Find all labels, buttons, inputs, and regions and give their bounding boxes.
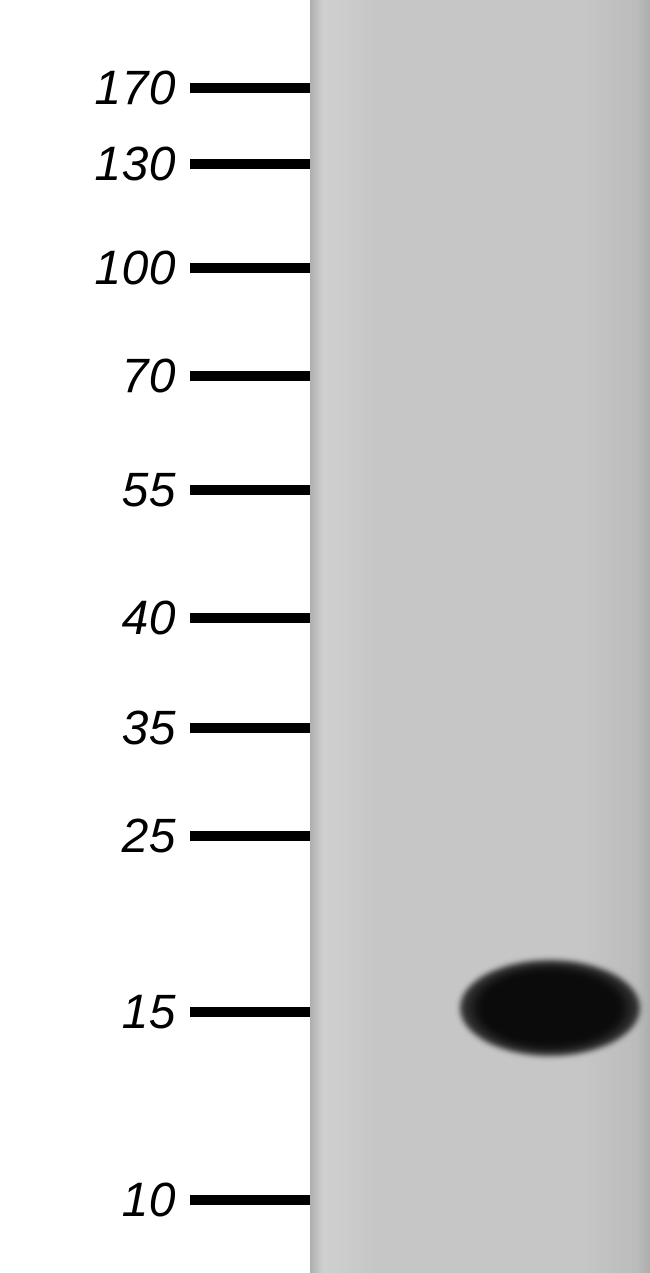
marker-row: 55 [0, 466, 310, 514]
marker-label: 35 [0, 701, 190, 756]
marker-tick [190, 263, 310, 273]
marker-label: 130 [0, 137, 190, 192]
marker-label: 55 [0, 463, 190, 518]
molecular-weight-ladder: 170 130 100 70 55 40 35 25 15 10 [0, 0, 310, 1273]
marker-tick [190, 485, 310, 495]
marker-tick [190, 613, 310, 623]
marker-tick [190, 83, 310, 93]
marker-row: 10 [0, 1176, 310, 1224]
marker-label: 25 [0, 809, 190, 864]
marker-row: 100 [0, 244, 310, 292]
marker-label: 15 [0, 985, 190, 1040]
lane-background [310, 0, 650, 1273]
marker-row: 170 [0, 64, 310, 112]
blot-figure: 170 130 100 70 55 40 35 25 15 10 [0, 0, 650, 1273]
marker-label: 170 [0, 61, 190, 116]
blot-band [460, 960, 640, 1056]
marker-row: 15 [0, 988, 310, 1036]
marker-tick [190, 831, 310, 841]
marker-tick [190, 723, 310, 733]
marker-tick [190, 371, 310, 381]
marker-tick [190, 1007, 310, 1017]
marker-row: 130 [0, 140, 310, 188]
marker-row: 40 [0, 594, 310, 642]
marker-label: 70 [0, 349, 190, 404]
marker-row: 35 [0, 704, 310, 752]
marker-row: 25 [0, 812, 310, 860]
marker-tick [190, 1195, 310, 1205]
marker-label: 100 [0, 241, 190, 296]
marker-row: 70 [0, 352, 310, 400]
marker-label: 10 [0, 1173, 190, 1228]
marker-label: 40 [0, 591, 190, 646]
blot-lanes [310, 0, 650, 1273]
marker-tick [190, 159, 310, 169]
